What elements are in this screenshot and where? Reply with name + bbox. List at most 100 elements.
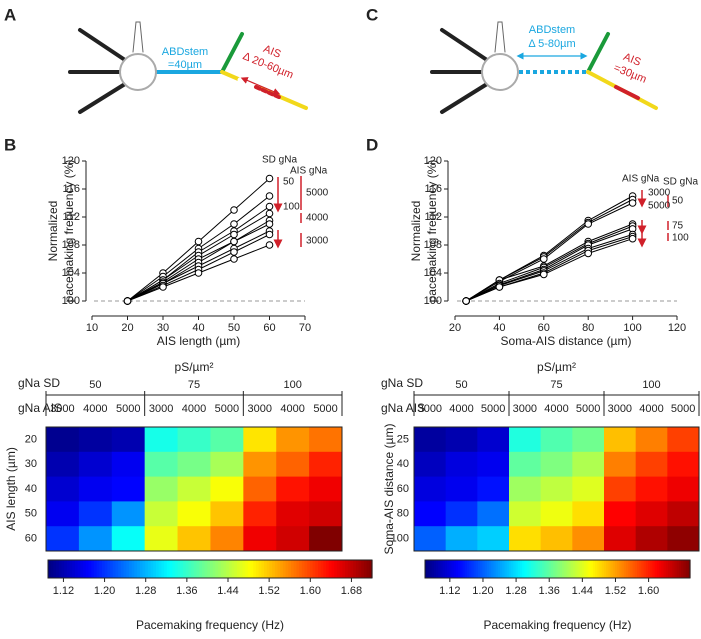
colorbar-slice xyxy=(99,560,103,578)
colorbar-slice xyxy=(608,560,612,578)
colorbar-slice xyxy=(353,560,357,578)
x-tick-label: 40 xyxy=(192,322,204,334)
colorbar-slice xyxy=(112,560,117,578)
colorbar-slice xyxy=(687,560,691,578)
colorbar-slice xyxy=(245,560,249,578)
colorbar-slice xyxy=(484,560,488,578)
x-tick-label: 100 xyxy=(623,322,641,334)
sub-label: 5000 xyxy=(215,403,239,415)
colorbar-slice xyxy=(250,560,254,578)
heatmap-cell xyxy=(540,526,573,552)
colorbar-slice xyxy=(309,560,314,578)
heatmap-cell xyxy=(540,501,573,527)
colorbar-slice xyxy=(546,560,550,578)
colorbar-slice xyxy=(502,560,506,578)
colorbar-slice xyxy=(50,560,54,578)
annotation: 4000 xyxy=(306,213,329,224)
colorbar-slice xyxy=(191,560,195,578)
panel-letter: C xyxy=(366,5,378,24)
colorbar-slice xyxy=(126,560,130,578)
colorbar-slice xyxy=(134,560,138,578)
colorbar-slice xyxy=(266,560,270,578)
colorbar-slice xyxy=(533,560,537,578)
heatmap-cell xyxy=(243,427,277,453)
group-label: 50 xyxy=(89,379,101,391)
heatmap-cell xyxy=(111,501,146,527)
row-label: 30 xyxy=(25,458,37,470)
sub-label: 5000 xyxy=(576,403,600,415)
colorbar-slice xyxy=(174,560,179,578)
colorbar-slice xyxy=(603,560,607,578)
colorbar-slice xyxy=(577,560,581,578)
colorbar-slice xyxy=(172,560,176,578)
colorbar-slice xyxy=(315,560,319,578)
heatmap-cell xyxy=(78,476,113,502)
heatmap-cell xyxy=(604,451,637,478)
y-tick-label: 100 xyxy=(424,295,442,307)
heatmap-cell xyxy=(210,451,244,478)
x-tick-label: 10 xyxy=(86,322,98,334)
data-point xyxy=(265,230,274,239)
heatmap-cell xyxy=(111,427,146,453)
row-label: 50 xyxy=(25,508,37,520)
colorbar-border xyxy=(47,559,373,579)
heatmap-cell xyxy=(111,526,146,552)
sub-label: 5000 xyxy=(671,403,695,415)
colorbar-slice xyxy=(150,560,154,578)
colorbar-slice xyxy=(107,560,111,578)
data-point xyxy=(123,297,132,305)
colorbar-slice xyxy=(272,560,276,578)
colorbar-slice xyxy=(334,560,338,578)
group-label: 75 xyxy=(188,379,200,391)
data-point xyxy=(540,270,548,279)
heatmap-cell xyxy=(276,526,310,552)
heatmap-cell xyxy=(46,501,80,527)
series-line xyxy=(465,236,633,302)
colorbar-slice xyxy=(72,560,76,578)
panel-letter: A xyxy=(4,5,16,24)
heatmap-cell xyxy=(477,427,510,453)
heatmap-cell xyxy=(604,476,637,502)
data-point xyxy=(462,297,470,305)
colorbar-slice xyxy=(581,560,585,578)
colorbar-slice xyxy=(58,560,63,578)
colorbar-slice xyxy=(531,560,534,578)
colorbar-slice xyxy=(118,560,122,578)
heatmap-cell xyxy=(210,526,244,552)
colorbar-slice xyxy=(427,560,431,578)
heatmap-cell xyxy=(144,427,179,453)
heatmap-cell xyxy=(509,501,542,527)
colorbar-slice xyxy=(301,560,306,578)
data-point xyxy=(159,283,167,291)
colorbar-slice xyxy=(656,560,660,578)
x-tick-label: 20 xyxy=(121,322,133,334)
heatmap-cell xyxy=(509,476,542,502)
y-axis-label: Normalized xyxy=(409,201,423,262)
colorbar-slice xyxy=(234,560,238,578)
heatmap-cell xyxy=(667,476,700,502)
annotation: 100 xyxy=(672,233,689,244)
annotation: 75 xyxy=(672,221,684,232)
colorbar-slice xyxy=(104,560,108,578)
heatmap-cell xyxy=(635,501,668,527)
colorbar-slice xyxy=(277,560,281,578)
colorbar-slice xyxy=(369,560,373,578)
colorbar-slice xyxy=(630,560,634,578)
colorbar-slice xyxy=(169,560,173,578)
colorbar-tick-label: 1.36 xyxy=(539,585,560,597)
colorbar-slice xyxy=(215,560,219,578)
colorbar-slice xyxy=(291,560,295,578)
colorbar-slice xyxy=(628,560,631,578)
colorbar-slice xyxy=(147,560,152,578)
colorbar-slice xyxy=(544,560,548,578)
sub-label: 3000 xyxy=(50,403,74,415)
colorbar-slice xyxy=(475,560,479,578)
diagram-label: =40µm xyxy=(168,59,202,71)
heatmap-cell xyxy=(111,451,146,478)
colorbar-slice xyxy=(458,560,461,578)
colorbar-slice xyxy=(663,560,667,578)
colorbar-slice xyxy=(247,560,252,578)
heatmap-border xyxy=(45,426,343,552)
sub-label: 4000 xyxy=(83,403,107,415)
